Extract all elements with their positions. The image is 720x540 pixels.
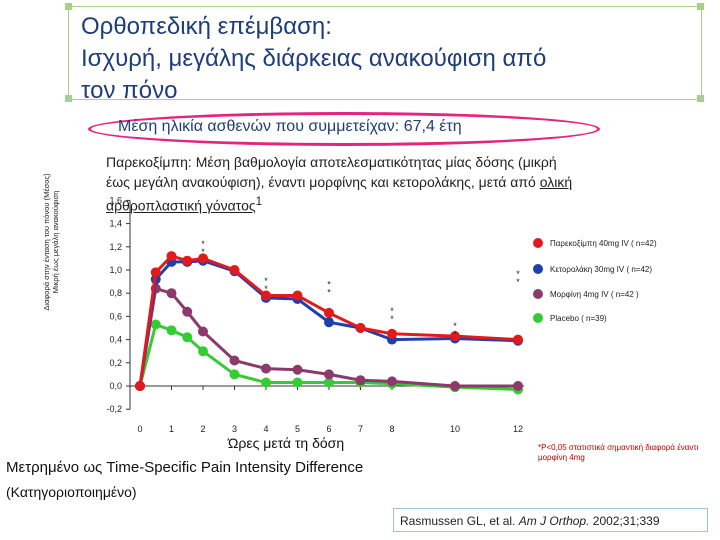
- significance-marker: *: [327, 279, 331, 289]
- subtitle-underlined: ολική αρθροπλαστική γόνατος: [106, 174, 573, 214]
- data-point: [513, 334, 523, 345]
- significance-marker: *: [201, 247, 205, 257]
- data-point: [324, 317, 334, 328]
- data-point: [324, 377, 334, 388]
- data-point: [198, 326, 208, 337]
- data-point: [450, 331, 460, 342]
- citation-box: Rasmussen GL, et al. Am J Orthop. 2002;3…: [393, 508, 708, 532]
- citation-rest: 2002;31;339: [592, 514, 660, 528]
- data-point: [261, 377, 271, 388]
- corner-marker-bottom-right: [697, 95, 704, 102]
- x-tick-label: 12: [513, 424, 523, 434]
- corner-marker-top-right: [697, 3, 704, 10]
- significance-marker: *: [201, 239, 205, 249]
- data-point: [150, 267, 161, 278]
- y-tick-label: 0,2: [109, 358, 122, 368]
- data-point: [513, 381, 523, 391]
- data-point: [182, 332, 193, 343]
- legend-label: Παρεκοξίμπη 40mg IV ( n=42): [550, 239, 657, 248]
- x-tick-label: 7: [358, 424, 363, 434]
- data-point: [229, 265, 240, 275]
- significance-marker: *: [390, 314, 394, 324]
- y-tick-label: 1,0: [109, 265, 122, 275]
- data-point: [355, 375, 366, 386]
- legend-marker: [533, 264, 543, 274]
- data-point: [261, 363, 271, 374]
- x-tick-label: 5: [295, 424, 300, 434]
- data-point: [324, 307, 334, 318]
- significance-marker: *: [327, 287, 331, 297]
- significance-marker: *: [453, 321, 457, 331]
- legend-label: Placebo ( n=39): [550, 314, 607, 323]
- title-box: Ορθοπεδική επέμβαση: Ισχυρή, μεγάλης διά…: [68, 6, 702, 104]
- data-point: [450, 381, 460, 391]
- x-tick-label: 2: [200, 424, 205, 434]
- slide-title-line3: τον πόνο: [81, 77, 178, 104]
- significance-marker: *: [516, 269, 520, 279]
- data-point: [135, 381, 145, 391]
- data-point: [150, 319, 161, 330]
- y-tick-label: 0,8: [109, 288, 122, 298]
- y-tick-label: -0,2: [106, 404, 122, 414]
- significance-marker: *: [264, 276, 268, 286]
- citation-journal: Am J Orthop.: [518, 514, 590, 528]
- data-point: [166, 325, 177, 336]
- data-point: [355, 323, 366, 333]
- data-point: [387, 328, 397, 339]
- significance-marker: *: [264, 284, 268, 294]
- data-point: [229, 369, 240, 380]
- data-point: [198, 253, 208, 264]
- x-tick-label: 4: [263, 424, 268, 434]
- data-point: [387, 376, 397, 387]
- y-tick-label: 0,4: [109, 335, 122, 345]
- legend-label: Κετορολάκη 30mg IV ( n=42): [550, 265, 652, 274]
- data-point: [166, 251, 177, 262]
- chart-subtitle: Παρεκοξίμπη: Μέση βαθμολογία αποτελεσματ…: [106, 152, 576, 216]
- age-highlight-ellipse: [88, 112, 600, 146]
- y-tick-label: 0,0: [109, 381, 122, 391]
- significance-marker: *: [453, 329, 457, 339]
- x-tick-label: 10: [450, 424, 460, 434]
- categorized-label: (Κατηγοριοποιημένο): [6, 484, 137, 500]
- data-point: [292, 290, 303, 301]
- x-tick-label: 8: [389, 424, 394, 434]
- data-point: [292, 364, 303, 375]
- significance-marker: *: [516, 277, 520, 287]
- x-tick-label: 6: [326, 424, 331, 434]
- data-point: [182, 306, 193, 317]
- y-tick-label: 1,2: [109, 242, 122, 252]
- data-point: [229, 355, 240, 366]
- subtitle-reference: 1: [255, 195, 263, 208]
- x-axis-label: Ώρες μετά τη δόση: [227, 435, 344, 451]
- legend-marker: [533, 238, 543, 248]
- data-point: [292, 377, 303, 388]
- data-point: [324, 369, 334, 380]
- slide-title-line2: Ισχυρή, μεγάλης διάρκειας ανακούφιση από: [81, 45, 547, 72]
- x-tick-label: 0: [137, 424, 142, 434]
- slide-title-line1: Ορθοπεδική επέμβαση:: [81, 13, 332, 40]
- citation-authors: Rasmussen GL, et al.: [400, 514, 516, 528]
- mean-age-text: Μέση ηλικία ασθενών που συμμετείχαν: 67,…: [118, 118, 462, 135]
- data-point: [198, 346, 208, 357]
- y-tick-label: 0,6: [109, 311, 122, 321]
- data-point: [166, 288, 177, 299]
- x-tick-label: 1: [169, 424, 174, 434]
- y-tick-label: 1,4: [109, 219, 122, 229]
- legend-marker: [533, 313, 543, 323]
- x-tick-label: 3: [232, 424, 237, 434]
- data-point: [261, 290, 271, 301]
- legend-label: Μορφίνη 4mg IV ( n=42 ): [550, 290, 639, 299]
- legend-marker: [533, 289, 543, 299]
- significance-marker: *: [390, 306, 394, 316]
- data-point: [182, 255, 193, 266]
- corner-marker-top-left: [65, 3, 72, 10]
- significance-footnote: *P<0,05 στατιστικά σημαντική διαφορά ένα…: [538, 443, 699, 462]
- subtitle-text: Παρεκοξίμπη: Μέση βαθμολογία αποτελεσματ…: [106, 154, 557, 190]
- corner-marker-bottom-left: [65, 95, 72, 102]
- y-tick-label: 1,6: [109, 195, 122, 205]
- measured-label: Μετρημένο ως Time-Specific Pain Intensit…: [6, 459, 364, 476]
